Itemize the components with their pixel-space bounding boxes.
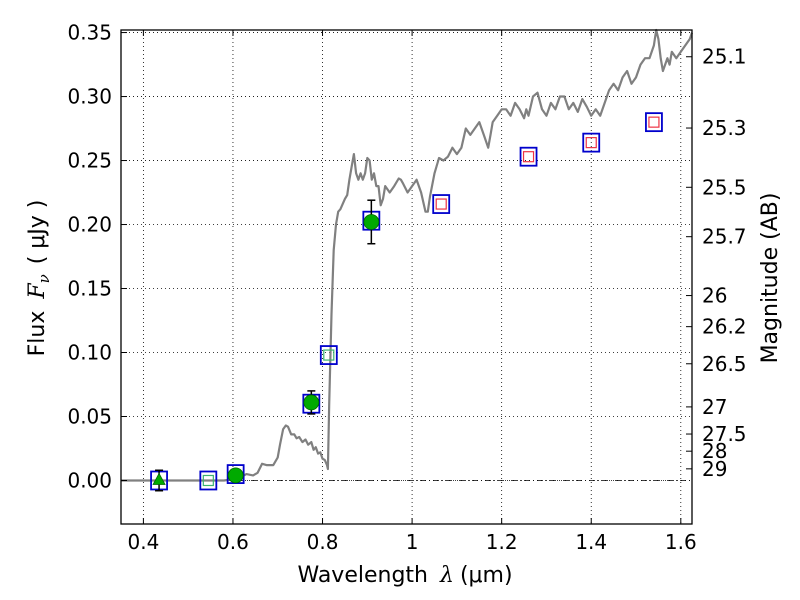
magnitude-tick-label: 29 xyxy=(702,457,727,481)
y-tick-label: 0.15 xyxy=(67,277,112,301)
x-axis-ticks: 0.4 0.6 0.8 1 1.2 1.4 1.6 xyxy=(127,30,697,554)
model-spectrum-layer xyxy=(121,28,694,482)
magnitude-tick-label: 25.3 xyxy=(702,116,747,140)
observed-flux-point xyxy=(303,394,320,411)
observed-flux-point xyxy=(227,467,244,484)
x-tick-label: 1.2 xyxy=(486,530,518,554)
y-tick-label: 0.35 xyxy=(67,21,112,45)
photometry-square-marker xyxy=(199,470,218,491)
y-tick-label: 0.05 xyxy=(67,404,112,428)
model-flux-marker xyxy=(648,116,660,128)
magnitude-tick-label: 25.5 xyxy=(702,175,747,199)
magnitude-tick-label: 27 xyxy=(702,395,727,419)
y-axis-label: FluxFν( μJy ) xyxy=(25,200,53,357)
magnitude-tick-label: 28 xyxy=(702,439,727,463)
x-tick-label: 1 xyxy=(406,530,419,554)
model-spectrum-line xyxy=(121,28,694,482)
model-flux-marker xyxy=(323,349,335,361)
magnitude-tick-label: 27.5 xyxy=(702,422,747,446)
magnitude-tick-label: 25.1 xyxy=(702,45,747,69)
y-tick-label: 0.30 xyxy=(67,85,112,109)
x-tick-label: 0.4 xyxy=(127,530,159,554)
y-tick-label: 0.20 xyxy=(67,213,112,237)
plot-frame xyxy=(120,29,693,525)
model-flux-marker xyxy=(585,137,597,149)
y-tick-label: 0.10 xyxy=(67,341,112,365)
observed-flux-point xyxy=(363,214,380,230)
magnitude-tick-label: 26 xyxy=(702,284,727,308)
model-flux-marker xyxy=(202,474,214,487)
magnitude-tick-label: 26.5 xyxy=(702,352,747,376)
y-tick-label: 0.25 xyxy=(67,149,112,173)
photometry-square-marker xyxy=(645,112,663,133)
photometry-square-marker xyxy=(319,345,338,365)
model-flux-marker xyxy=(435,198,447,210)
photometry-square-marker xyxy=(432,194,451,214)
x-axis-label: Wavelength λ (μm) xyxy=(297,563,512,588)
magnitude-tick-label: 26.2 xyxy=(702,315,747,339)
y-axis-ticks: 0.00 0.05 0.10 0.15 0.20 0.25 0.30 0.35 xyxy=(67,21,127,492)
y-tick-label: 0.00 xyxy=(67,468,112,492)
x-tick-label: 1.6 xyxy=(665,530,697,554)
photometry-marker-layer xyxy=(150,112,663,492)
x-tick-label: 0.8 xyxy=(307,530,339,554)
x-tick-label: 0.6 xyxy=(217,530,249,554)
magnitude-tick-label: 25.7 xyxy=(702,225,747,249)
photometry-square-marker xyxy=(519,146,538,167)
photometry-square-marker xyxy=(582,132,601,153)
model-flux-marker xyxy=(522,151,535,163)
x-tick-label: 1.4 xyxy=(575,530,607,554)
magnitude-axis-label: Magnitude (AB) xyxy=(758,193,783,364)
upper-limit-triangle xyxy=(152,472,166,485)
